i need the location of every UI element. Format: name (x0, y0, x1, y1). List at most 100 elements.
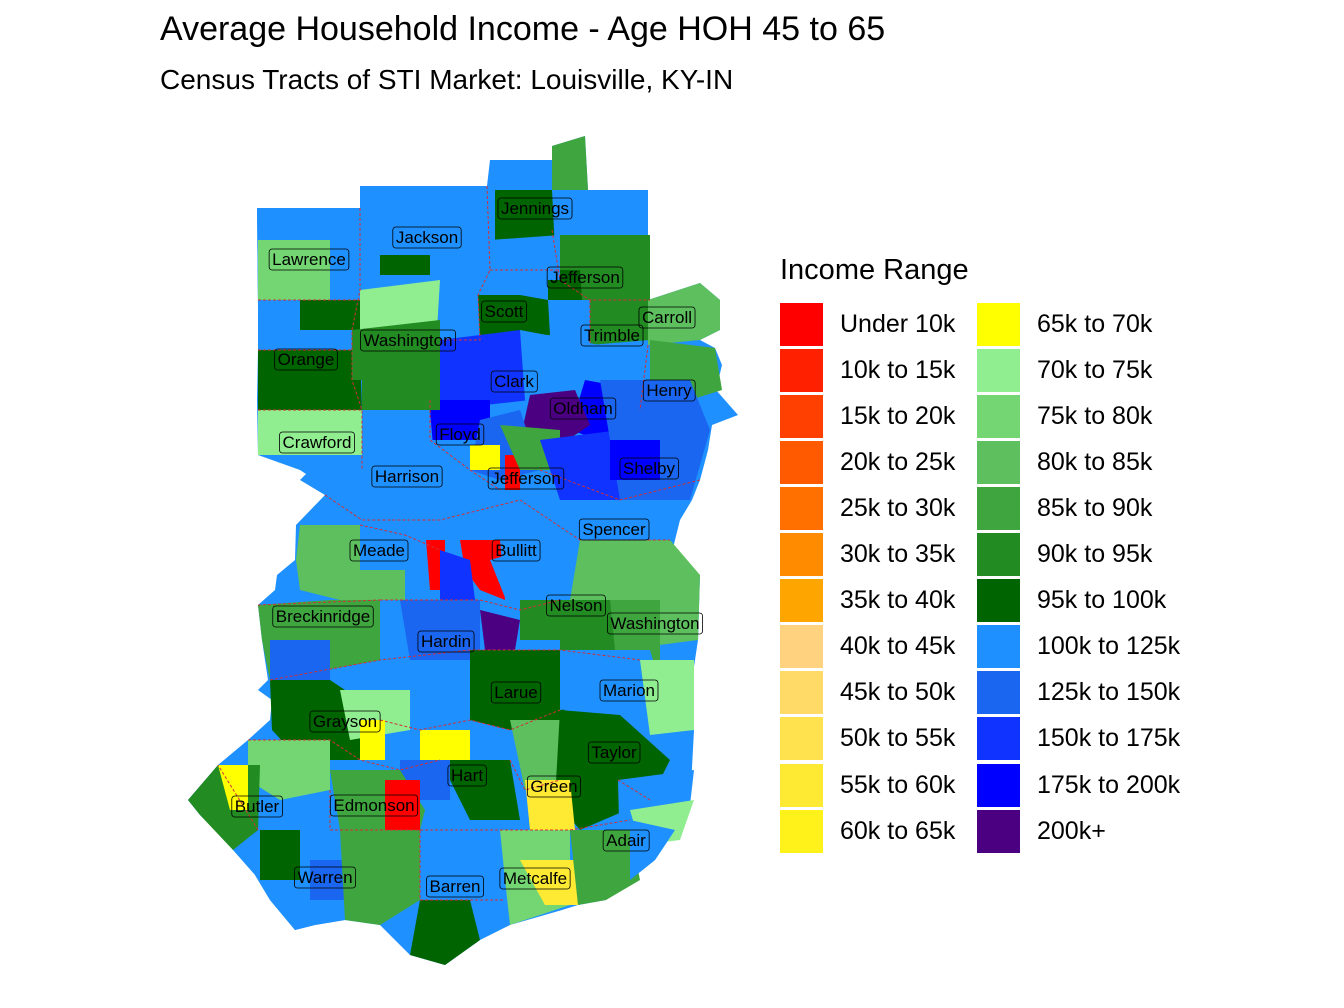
tract-region (360, 280, 440, 330)
county-label: Crawford (279, 431, 355, 454)
tract-region (610, 440, 660, 480)
county-label-box (490, 681, 542, 704)
county-label-text: Barren (429, 877, 480, 896)
legend-item: 40k to 45k (780, 625, 955, 669)
county-label-text: Scott (485, 302, 524, 321)
tract-region (648, 283, 720, 345)
tract-region (260, 830, 300, 880)
legend-item: 125k to 150k (977, 671, 1180, 715)
county-label-text: Harrison (375, 467, 439, 486)
county-label-box (435, 423, 485, 446)
county-label-box (602, 829, 650, 852)
tract-region (495, 190, 555, 250)
legend-item: 100k to 125k (977, 625, 1180, 669)
county-label-text: Carroll (642, 308, 692, 327)
legend-label: 40k to 45k (840, 632, 956, 661)
county-label-box (546, 266, 624, 289)
legend-item: 50k to 55k (780, 717, 955, 761)
legend-swatch (977, 394, 1020, 438)
legend-label: 25k to 30k (840, 493, 956, 522)
county-label-text: Jackson (396, 228, 458, 247)
legend-swatch (977, 440, 1020, 484)
legend-label: 80k to 85k (1037, 447, 1153, 476)
legend-item: 95k to 100k (977, 579, 1166, 623)
county-label-text: Grayson (313, 712, 377, 731)
county-label-text: Hardin (421, 632, 471, 651)
county-label-box (417, 630, 475, 653)
county-label-text: Adair (606, 831, 646, 850)
county-label-text: Green (530, 777, 577, 796)
legend-swatch (780, 302, 823, 346)
legend-swatch (977, 671, 1020, 715)
tract-region (525, 780, 575, 830)
tract-region (385, 780, 420, 830)
county-label-text: Butler (235, 797, 280, 816)
county-label-box (546, 594, 606, 617)
tract-region (480, 610, 520, 650)
county-label-text: Jefferson (491, 469, 561, 488)
legend-label: 45k to 50k (840, 678, 956, 707)
county-label: Lawrence (268, 248, 350, 271)
county-label-box (447, 764, 487, 787)
legend-item: 20k to 25k (780, 440, 955, 484)
legend-item: 80k to 85k (977, 440, 1152, 484)
county-label: Spencer (578, 518, 650, 541)
tract-region (470, 650, 565, 730)
county-label: Jefferson (546, 266, 624, 289)
county-label: Hardin (417, 630, 475, 653)
legend-swatch (780, 717, 823, 761)
tract-region (440, 760, 520, 820)
county-label: Trimble (580, 324, 644, 347)
county-label-box (481, 300, 528, 323)
county-label: Scott (481, 300, 528, 323)
legend-item: 10k to 15k (780, 348, 955, 392)
county-label-box (279, 431, 355, 454)
legend-swatch (780, 579, 823, 623)
legend-swatch (977, 302, 1020, 346)
county-labels: Jennings Jackson Lawrence Jefferson Scott Car… (231, 197, 703, 898)
tract-region (258, 410, 362, 455)
county-border (379, 709, 561, 731)
county-label-text: Hart (451, 766, 483, 785)
county-label-text: Floyd (439, 425, 481, 444)
tract-region (478, 295, 550, 340)
county-label: Henry (642, 379, 696, 402)
county-border (419, 830, 505, 901)
county-label-box (549, 397, 617, 420)
tract-region (440, 270, 490, 340)
legend-item: 70k to 75k (977, 348, 1152, 392)
county-label-text: Orange (278, 350, 335, 369)
county-label-box (580, 324, 644, 347)
tract-region (362, 380, 440, 410)
legend-swatch (977, 579, 1020, 623)
county-label-text: Breckinridge (276, 607, 371, 626)
legend-item: 45k to 50k (780, 671, 955, 715)
county-label: Oldham (549, 397, 617, 420)
tract-region (440, 550, 475, 600)
legend-item: 175k to 200k (977, 763, 1180, 807)
county-label-box (607, 612, 703, 635)
legend-swatch (977, 348, 1020, 392)
county-label: Jennings (497, 197, 573, 220)
legend-label: 95k to 100k (1037, 586, 1167, 615)
tract-region (420, 830, 505, 910)
county-label-box (426, 875, 484, 898)
county-label-box (371, 465, 443, 488)
legend-swatch (780, 486, 823, 530)
county-label: Clark (490, 370, 538, 393)
county-border (217, 764, 259, 831)
county-border (539, 469, 701, 501)
county-label-text: Meade (353, 541, 405, 560)
legend-label: 10k to 15k (840, 355, 956, 384)
tract-region (560, 600, 615, 650)
tract-region (410, 900, 480, 965)
legend-swatch (780, 671, 823, 715)
county-label-box (490, 370, 538, 393)
legend-item: 60k to 65k (780, 809, 955, 853)
county-label-text: Clark (494, 372, 534, 391)
county-border (509, 759, 561, 791)
legend-label: 35k to 40k (840, 586, 956, 615)
county-label-text: Trimble (584, 326, 640, 345)
legend-swatch (780, 440, 823, 484)
